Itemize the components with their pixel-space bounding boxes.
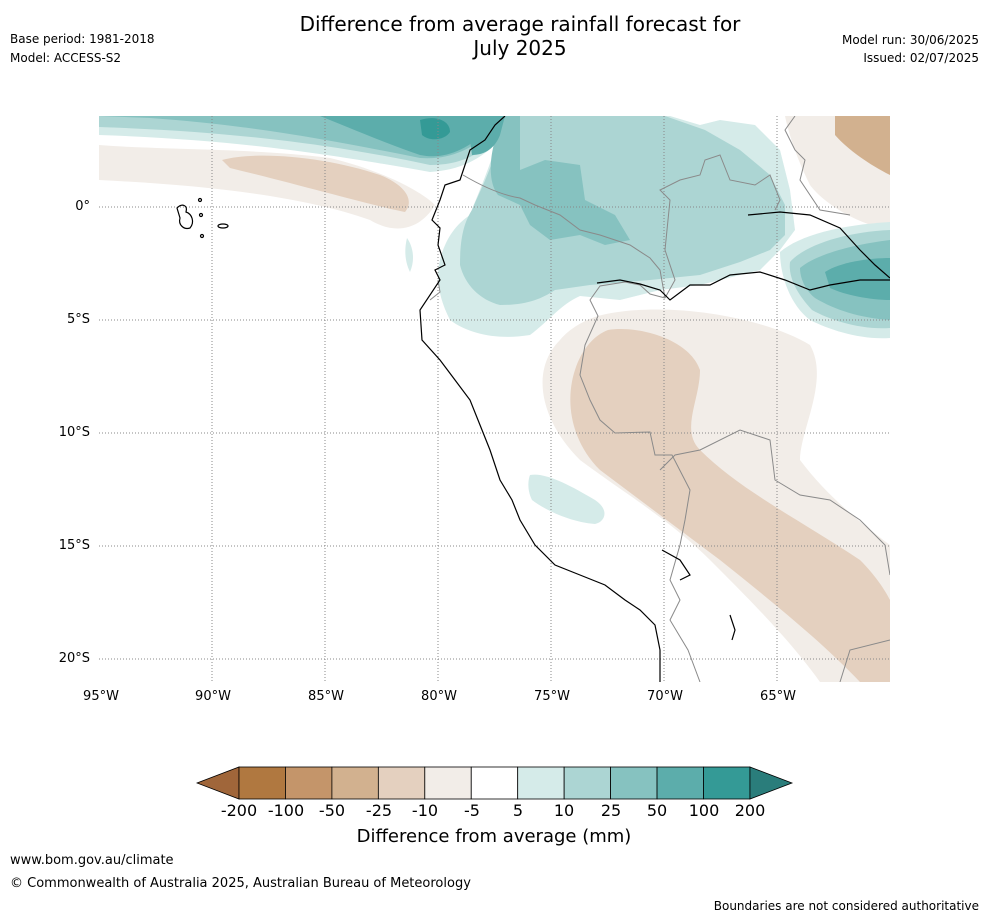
lon-label-90w: 90°W bbox=[195, 689, 231, 704]
lon-label-75w: 75°W bbox=[534, 689, 570, 704]
model-text: Model: ACCESS-S2 bbox=[10, 51, 122, 65]
colorbar-cell bbox=[424, 766, 472, 800]
colorbar-title: Difference from average (mm) bbox=[356, 826, 632, 847]
colorbar bbox=[196, 766, 794, 800]
dry-area-north-east bbox=[835, 116, 890, 175]
wet-area-south-5 bbox=[528, 474, 605, 524]
dry-area-ocean bbox=[222, 155, 409, 212]
coastline bbox=[419, 116, 890, 682]
colorbar-tick: -5 bbox=[464, 801, 480, 820]
map-title: Difference from average rainfall forecas… bbox=[200, 12, 840, 60]
colorbar-tick: -100 bbox=[267, 801, 305, 820]
colorbar-cell bbox=[470, 766, 519, 800]
colorbar-tick: -10 bbox=[411, 801, 439, 820]
colorbar-cell bbox=[517, 766, 565, 800]
wet-area-pacific-100 bbox=[420, 118, 450, 140]
colorbar-cell bbox=[331, 766, 379, 800]
colorbar-cell bbox=[656, 766, 704, 800]
disclaimer-text: Boundaries are not considered authoritat… bbox=[713, 899, 979, 913]
lon-label-65w: 65°W bbox=[760, 689, 796, 704]
gridlines bbox=[99, 116, 890, 682]
wet-area-east-50 bbox=[825, 258, 890, 300]
model-run-text: Model run: 30/06/2025 bbox=[841, 33, 979, 47]
colorbar-tick: 5 bbox=[512, 801, 524, 820]
colorbar-cell bbox=[610, 766, 658, 800]
title-line-1: Difference from average rainfall forecas… bbox=[299, 12, 741, 36]
lon-label-80w: 80°W bbox=[421, 689, 457, 704]
copyright-text: © Commonwealth of Australia 2025, Austra… bbox=[10, 876, 471, 891]
website-link[interactable]: www.bom.gov.au/climate bbox=[10, 853, 174, 868]
colorbar-tick: 10 bbox=[553, 801, 575, 820]
lat-label-0: 0° bbox=[75, 199, 90, 214]
lat-label-5s: 5°S bbox=[66, 312, 90, 327]
colorbar-tick: 25 bbox=[600, 801, 622, 820]
colorbar-tick: 200 bbox=[734, 801, 766, 820]
lon-label-70w: 70°W bbox=[647, 689, 683, 704]
colorbar-cell bbox=[377, 766, 426, 800]
colorbar-cell bbox=[563, 766, 611, 800]
title-line-2: July 2025 bbox=[473, 36, 567, 60]
colorbar-cell bbox=[285, 766, 333, 800]
lon-label-85w: 85°W bbox=[308, 689, 344, 704]
colorbar-tick: -50 bbox=[318, 801, 346, 820]
dry-area-interior bbox=[570, 329, 890, 682]
colorbar-cell bbox=[703, 766, 751, 800]
colorbar-arrow-low bbox=[196, 766, 240, 800]
colorbar-tick: -25 bbox=[365, 801, 393, 820]
colorbar-arrow-high bbox=[749, 766, 794, 800]
lat-label-15s: 15°S bbox=[58, 538, 90, 553]
lon-label-95w: 95°W bbox=[83, 689, 119, 704]
map-frame bbox=[99, 116, 890, 682]
wet-area-pacific-50 bbox=[320, 116, 505, 157]
galapagos-islands bbox=[176, 197, 229, 239]
lat-label-20s: 20°S bbox=[58, 651, 90, 666]
colorbar-tick: -200 bbox=[220, 801, 258, 820]
colorbar-tick: 100 bbox=[688, 801, 720, 820]
wet-area-offshore-5 bbox=[405, 238, 414, 272]
issued-text: Issued: 02/07/2025 bbox=[863, 51, 979, 65]
lat-label-10s: 10°S bbox=[58, 425, 90, 440]
dry-area-ocean-light bbox=[99, 145, 435, 229]
base-period-text: Base period: 1981-2018 bbox=[10, 32, 155, 46]
colorbar-tick: 50 bbox=[646, 801, 668, 820]
wet-area-andes-25 bbox=[490, 116, 630, 245]
country-borders bbox=[429, 116, 890, 682]
colorbar-cell bbox=[238, 766, 286, 800]
